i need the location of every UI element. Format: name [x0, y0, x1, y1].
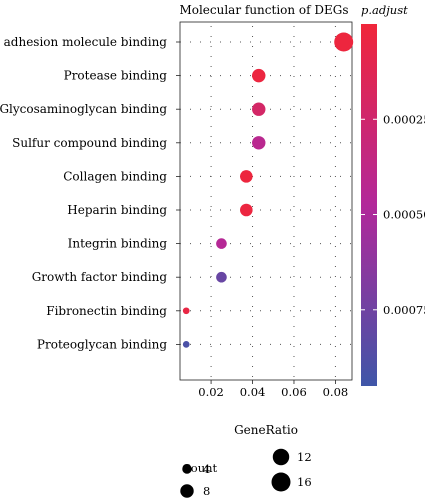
data-point: [252, 68, 266, 83]
data-point: [182, 307, 190, 315]
category-label: Growth factor binding: [32, 270, 168, 284]
color-tick-label: 0.00025: [383, 112, 425, 126]
data-points: [182, 32, 354, 348]
data-point: [334, 32, 354, 52]
data-point: [240, 203, 253, 217]
plot-panel: [179, 21, 353, 381]
x-tick-label: 0.08: [323, 385, 349, 399]
x-tick-label: 0.02: [198, 385, 224, 399]
size-legend-label: 8: [203, 484, 210, 498]
size-legend-dot: [272, 448, 290, 466]
category-label: Sulfur compound binding: [12, 136, 167, 150]
x-axis-ticks: 0.02 0.04 0.06 0.08: [198, 380, 348, 399]
data-point: [216, 271, 227, 283]
category-label: Proteoglycan binding: [37, 337, 167, 351]
size-legend-dot: [182, 464, 192, 474]
category-label: Glycosaminoglycan binding: [0, 102, 167, 116]
size-legend-dot: [180, 484, 194, 498]
x-axis-label: GeneRatio: [234, 423, 298, 437]
size-legend-dot: [271, 472, 291, 492]
category-label: Heparin binding: [67, 203, 167, 217]
data-point: [216, 238, 227, 249]
category-label: Protease binding: [64, 69, 168, 83]
data-point: [240, 170, 253, 183]
x-tick-label: 0.04: [240, 385, 266, 399]
size-legend-label: 16: [297, 475, 312, 489]
size-legend-label: 12: [297, 450, 312, 464]
category-labels: Cell adhesion molecule binding Protease b…: [0, 35, 180, 351]
data-point: [252, 136, 266, 150]
chart-title: Molecular function of DEGs: [179, 3, 348, 17]
size-legend-label: 4: [203, 462, 210, 476]
category-label: Collagen binding: [63, 169, 167, 183]
x-tick-label: 0.06: [281, 385, 307, 399]
color-tick-label: 0.00075: [383, 303, 425, 317]
category-label: Cell adhesion molecule binding: [0, 35, 167, 49]
category-label: Fibronectin binding: [46, 304, 167, 318]
data-point: [182, 341, 190, 348]
color-legend-title: p.adjust: [361, 3, 408, 17]
data-point: [252, 102, 266, 116]
category-label: Integrin binding: [68, 237, 168, 251]
color-bar: [361, 24, 377, 386]
